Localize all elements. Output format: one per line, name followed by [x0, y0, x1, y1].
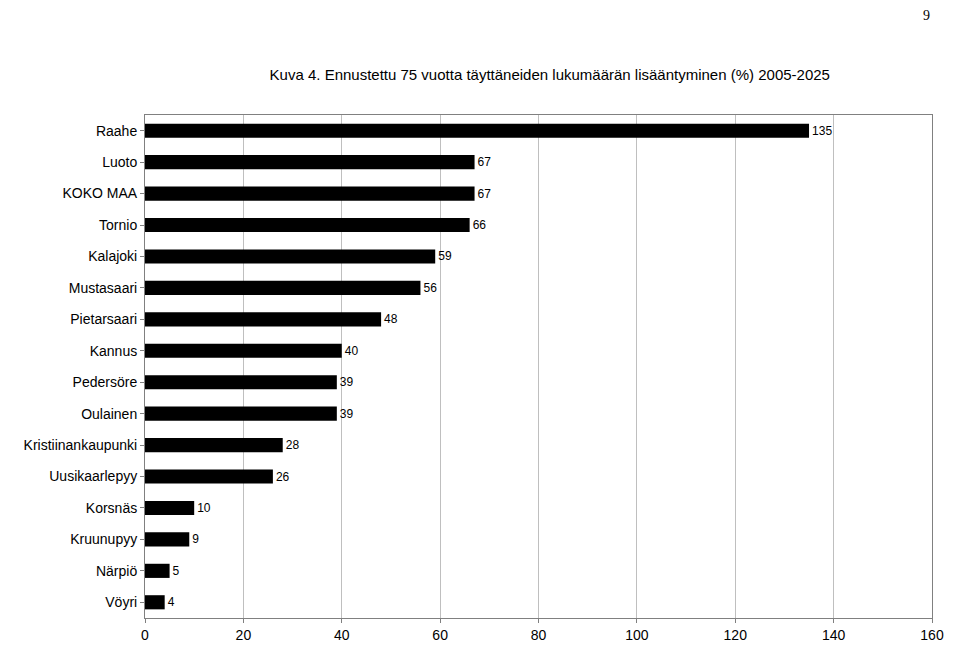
svg-text:67: 67 [478, 155, 492, 169]
svg-text:26: 26 [276, 470, 290, 484]
svg-text:Uusikaarlepyy: Uusikaarlepyy [49, 468, 137, 484]
svg-text:100: 100 [625, 627, 649, 643]
svg-text:20: 20 [236, 627, 252, 643]
svg-text:Oulainen: Oulainen [81, 406, 137, 422]
svg-text:Luoto: Luoto [102, 154, 137, 170]
svg-text:Kristiinankaupunki: Kristiinankaupunki [24, 437, 138, 453]
svg-text:39: 39 [340, 375, 354, 389]
svg-text:Kalajoki: Kalajoki [88, 248, 137, 264]
svg-text:39: 39 [340, 407, 354, 421]
svg-text:40: 40 [345, 344, 359, 358]
svg-text:9: 9 [923, 8, 930, 23]
svg-text:135: 135 [812, 124, 832, 138]
svg-text:Mustasaari: Mustasaari [69, 280, 137, 296]
svg-text:4: 4 [168, 595, 175, 609]
svg-text:Tornio: Tornio [99, 217, 137, 233]
svg-text:40: 40 [334, 627, 350, 643]
svg-text:80: 80 [531, 627, 547, 643]
svg-text:Pietarsaari: Pietarsaari [70, 311, 137, 327]
svg-text:0: 0 [141, 627, 149, 643]
svg-text:KOKO MAA: KOKO MAA [63, 185, 138, 201]
svg-text:Kruunupyy: Kruunupyy [70, 531, 137, 547]
svg-text:9: 9 [192, 532, 199, 546]
svg-text:5: 5 [173, 564, 180, 578]
svg-text:10: 10 [197, 501, 211, 515]
svg-text:66: 66 [473, 218, 487, 232]
svg-text:160: 160 [920, 627, 944, 643]
svg-text:60: 60 [432, 627, 448, 643]
svg-text:Närpiö: Närpiö [96, 563, 137, 579]
svg-text:56: 56 [423, 281, 437, 295]
svg-text:Kuva 4. Ennustettu 75 vuotta t: Kuva 4. Ennustettu 75 vuotta täyttäneide… [270, 66, 830, 83]
svg-text:67: 67 [478, 187, 492, 201]
svg-text:Korsnäs: Korsnäs [86, 500, 137, 516]
svg-text:Kannus: Kannus [90, 343, 137, 359]
svg-text:140: 140 [822, 627, 846, 643]
svg-text:Vöyri: Vöyri [105, 594, 137, 610]
svg-text:Pedersöre: Pedersöre [73, 374, 138, 390]
svg-text:59: 59 [438, 249, 452, 263]
svg-text:120: 120 [724, 627, 748, 643]
svg-text:28: 28 [286, 438, 300, 452]
svg-text:Raahe: Raahe [96, 123, 137, 139]
svg-text:48: 48 [384, 312, 398, 326]
